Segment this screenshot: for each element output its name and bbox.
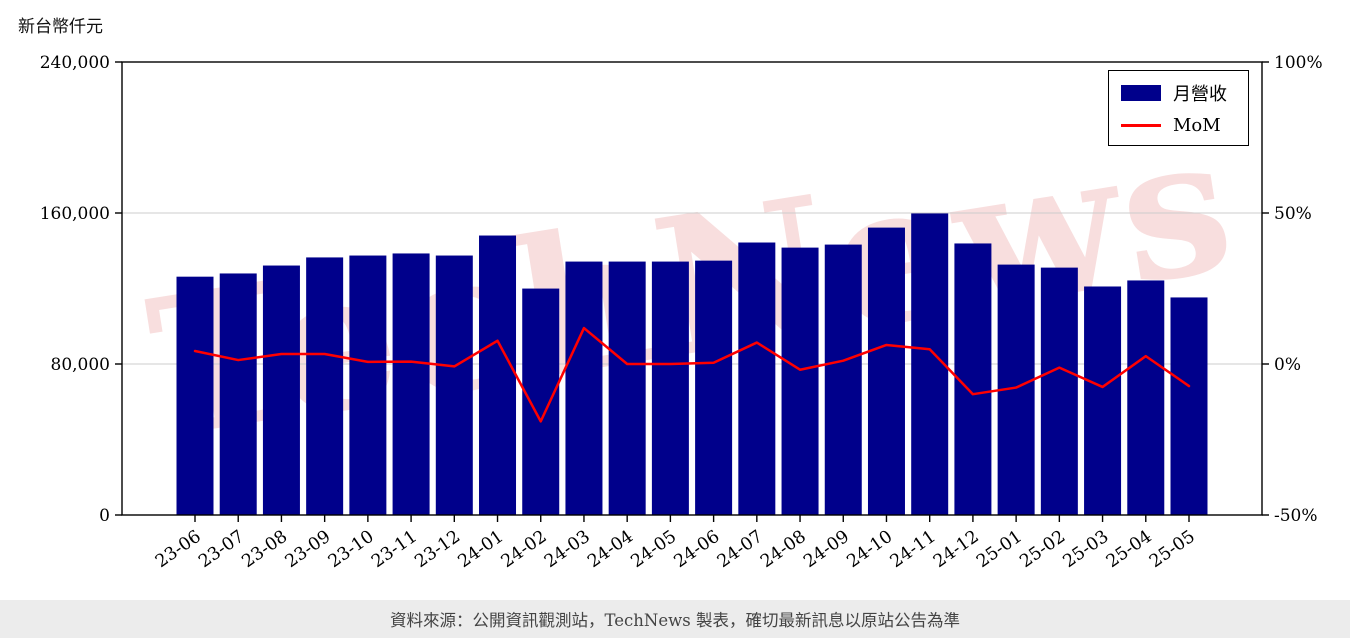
revenue-bar <box>608 261 646 516</box>
y-right-tick-label: -50% <box>1274 506 1318 526</box>
revenue-bar <box>349 255 387 516</box>
x-tick-label: 25-05 <box>1146 527 1199 572</box>
revenue-bar <box>1084 286 1122 516</box>
x-tick-label: 23-08 <box>239 527 292 572</box>
x-tick-label: 23-09 <box>282 527 335 572</box>
legend: 月營收 MoM <box>1108 70 1249 146</box>
y-right-tick-label: 50% <box>1274 204 1312 224</box>
x-tick-label: 23-12 <box>411 527 464 572</box>
revenue-bar <box>219 273 257 516</box>
x-tick-label: 24-12 <box>930 527 983 572</box>
revenue-bar <box>392 253 430 516</box>
plot-border <box>121 61 1263 516</box>
revenue-bar <box>306 257 344 516</box>
x-tick-label: 24-03 <box>541 527 594 572</box>
revenue-bar <box>651 261 689 516</box>
x-tick-label: 24-04 <box>584 527 637 572</box>
y-right-tick-label: 100% <box>1274 53 1323 73</box>
x-tick-label: 23-07 <box>195 527 248 572</box>
y-left-tick-label: 160,000 <box>40 204 110 224</box>
x-tick-label: 23-11 <box>368 527 421 572</box>
x-tick-label: 25-03 <box>1060 527 1113 572</box>
x-tick-label: 24-08 <box>757 527 810 572</box>
x-tick-label: 24-07 <box>714 527 767 572</box>
revenue-bar <box>1127 280 1165 516</box>
x-tick-label: 24-05 <box>627 527 680 572</box>
legend-item-mom: MoM <box>1121 115 1236 136</box>
y-left-tick-label: 0 <box>99 506 110 526</box>
mom-line-swatch <box>1121 124 1161 127</box>
x-tick-label: 25-04 <box>1103 527 1156 572</box>
x-tick-label: 25-02 <box>1016 527 1069 572</box>
revenue-bar <box>435 255 473 516</box>
revenue-mom-chart: 080,000160,000240,000-50%0%50%100%23-062… <box>40 53 1323 572</box>
revenue-bar <box>176 276 214 516</box>
axis-unit-label: 新台幣仟元 <box>18 17 103 37</box>
revenue-bar <box>262 265 300 516</box>
legend-label-mom: MoM <box>1173 115 1221 136</box>
revenue-bar <box>867 227 905 516</box>
revenue-bar <box>1170 297 1208 516</box>
legend-item-revenue: 月營收 <box>1121 80 1236 106</box>
revenue-bar <box>781 247 819 516</box>
y-axis-left: 0 80,000 160,000 240,000 <box>40 53 122 526</box>
x-tick-label: 24-02 <box>498 527 551 572</box>
revenue-bar <box>824 244 862 516</box>
x-tick-label: 25-01 <box>973 527 1026 572</box>
x-axis: 23-0623-0723-0823-0923-1023-1123-1224-01… <box>152 515 1199 572</box>
x-tick-label: 24-06 <box>671 527 724 572</box>
revenue-bar-swatch <box>1121 85 1161 101</box>
x-tick-label: 24-11 <box>887 527 940 572</box>
revenue-bar <box>695 260 733 516</box>
y-left-tick-label: 80,000 <box>51 355 110 375</box>
y-axis-right: -50% 0% 50% 100% <box>1262 53 1323 526</box>
revenue-bar <box>1040 267 1078 516</box>
source-footer-text: 資料來源：公開資訊觀測站，TechNews 製表，確切最新訊息以原站公告為準 <box>390 611 960 630</box>
revenue-bar <box>911 213 949 516</box>
revenue-bar <box>738 242 776 516</box>
y-right-tick-label: 0% <box>1274 355 1301 375</box>
revenue-bars <box>176 213 1208 516</box>
x-tick-label: 24-10 <box>844 527 897 572</box>
x-tick-label: 23-06 <box>152 527 205 572</box>
mom-line <box>193 326 1191 423</box>
source-footer: 資料來源：公開資訊觀測站，TechNews 製表，確切最新訊息以原站公告為準 <box>0 600 1350 638</box>
x-tick-label: 23-10 <box>325 527 378 572</box>
x-tick-label: 24-01 <box>455 527 508 572</box>
revenue-bar <box>565 261 603 516</box>
y-left-tick-label: 240,000 <box>40 53 110 73</box>
revenue-bar <box>522 288 560 516</box>
x-tick-label: 24-09 <box>800 527 853 572</box>
legend-label-revenue: 月營收 <box>1173 84 1227 105</box>
revenue-bar <box>479 235 517 516</box>
